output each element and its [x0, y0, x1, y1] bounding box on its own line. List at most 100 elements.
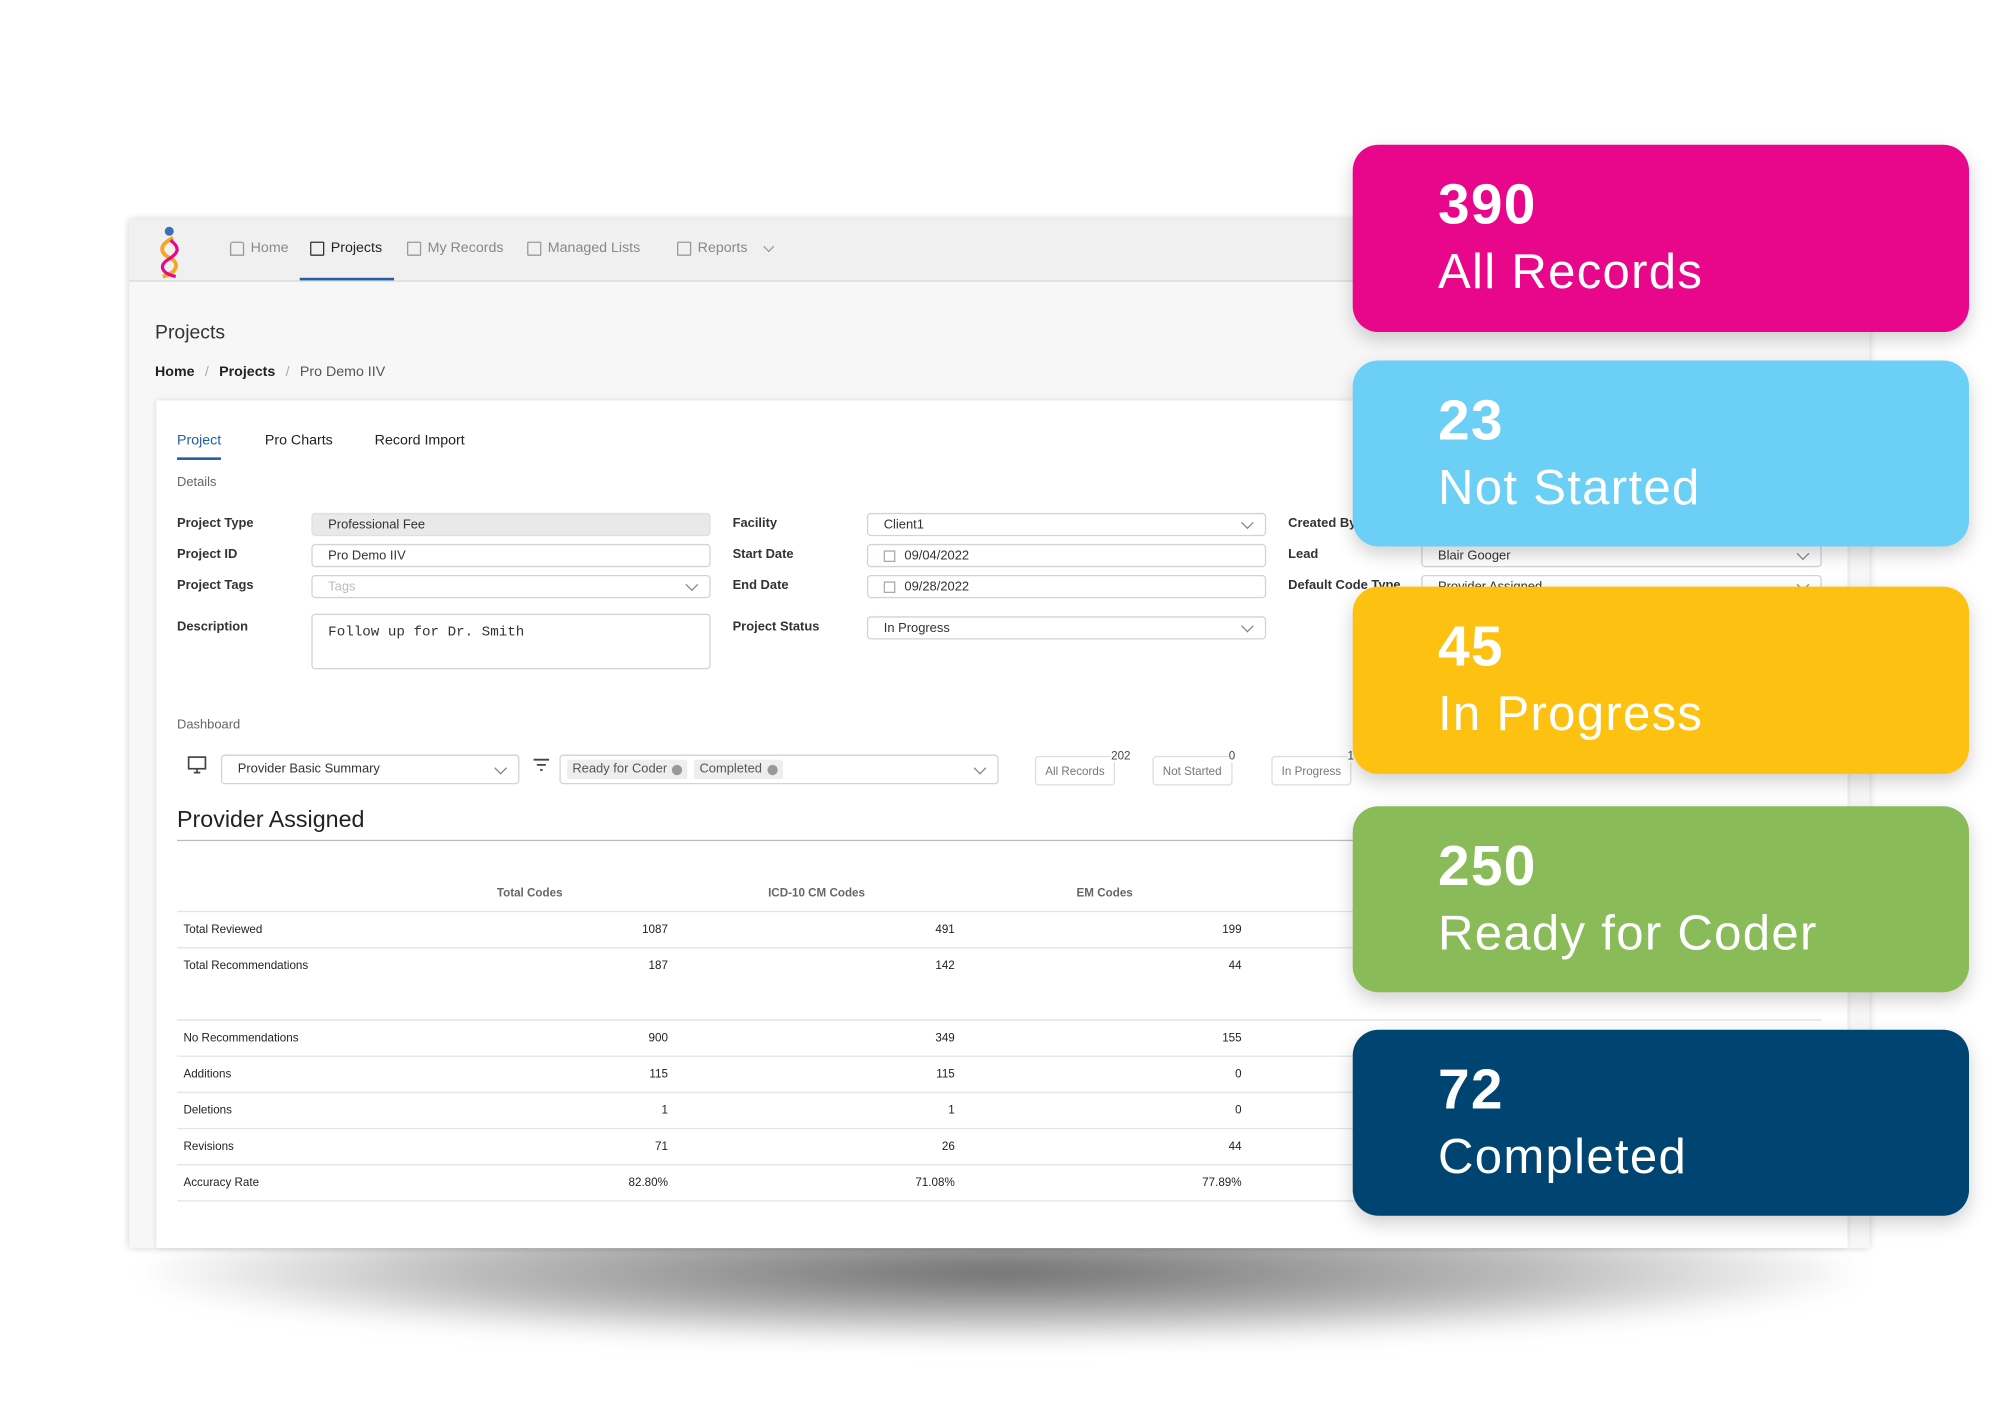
field-label: Project ID	[177, 547, 238, 563]
cell-value: 199	[1222, 922, 1242, 936]
breadcrumb-separator: /	[285, 364, 290, 380]
page-title: Projects	[155, 321, 226, 344]
report-title: Provider Assigned	[177, 806, 365, 833]
row-label: Total Recommendations	[183, 958, 309, 972]
status-filter-select[interactable]: Ready for Coder Completed	[559, 754, 999, 785]
status-button[interactable]: All Records	[1034, 755, 1116, 786]
report-divider	[177, 839, 1822, 842]
cell-value: 44	[1228, 958, 1242, 972]
table-row	[177, 947, 1822, 983]
chip-label: Completed	[699, 762, 762, 777]
status-count: 0	[1228, 749, 1236, 763]
chip-remove[interactable]	[767, 764, 778, 775]
status-label: In Progress	[1281, 764, 1342, 778]
tab[interactable]: Project	[177, 433, 222, 460]
card-count: 72	[1437, 1058, 1504, 1122]
cell-value: 115	[649, 1067, 668, 1081]
nav-item[interactable]: Managed Lists	[527, 240, 640, 256]
row-label: Total Reviewed	[183, 922, 263, 936]
input-select[interactable]: In Progress	[866, 616, 1267, 640]
input-value: Pro Demo IIV	[328, 548, 406, 563]
field-label: Facility	[732, 516, 778, 532]
cell-value: 1	[661, 1103, 668, 1117]
cell-value: 26	[941, 1139, 955, 1153]
table-row	[177, 910, 1822, 947]
input-value: Blair Googer	[1437, 548, 1511, 563]
cell-value: 142	[935, 958, 955, 972]
chip-remove[interactable]	[672, 764, 683, 775]
cell-value: 155	[1222, 1031, 1242, 1044]
card-label: In Progress	[1437, 687, 1704, 742]
input-value: 09/04/2022	[904, 548, 970, 563]
cell-value: 1	[948, 1103, 955, 1117]
status-button[interactable]: Not Started	[1152, 755, 1232, 786]
nav-label: Reports	[697, 240, 748, 256]
nav-item[interactable]: My Records	[406, 240, 503, 256]
status-label: Not Started	[1162, 764, 1222, 778]
nav-label: Managed Lists	[547, 240, 641, 256]
input-select[interactable]: Blair Googer	[1421, 543, 1822, 568]
cell-value: 44	[1228, 1139, 1242, 1153]
card-label: Not Started	[1437, 461, 1701, 516]
select-chevron	[973, 761, 987, 774]
row-label: Revisions	[183, 1139, 234, 1153]
breadcrumb-item: Pro Demo IIV	[299, 364, 386, 380]
column-header: ICD-10 CM Codes	[768, 886, 865, 900]
cell-value: 187	[648, 958, 668, 972]
card-label: Ready for Coder	[1437, 906, 1818, 962]
field-label: Lead	[1288, 547, 1319, 563]
input-date[interactable]: 09/04/2022	[866, 543, 1267, 568]
cell-value: 82.80%	[628, 1175, 668, 1189]
status-count: 1	[1347, 749, 1355, 763]
input-select[interactable]: Client1	[866, 512, 1267, 537]
cell-value: 349	[935, 1031, 955, 1044]
row-label: Deletions	[183, 1103, 232, 1117]
status-label: All Records	[1045, 764, 1105, 778]
table-row	[177, 1127, 1822, 1164]
cell-value: 71	[655, 1139, 668, 1153]
nav-icon	[406, 240, 422, 256]
row-label: Accuracy Rate	[183, 1175, 260, 1189]
cell-value: 1087	[642, 922, 668, 936]
tab[interactable]: Record Import	[374, 432, 465, 449]
input-value: Client1	[883, 517, 924, 532]
cell-value: 115	[936, 1067, 955, 1081]
nav-item[interactable]: Reports	[677, 240, 774, 256]
card-label: All Records	[1437, 245, 1704, 300]
breadcrumb-item[interactable]: Projects	[219, 364, 276, 380]
nav-icon	[229, 240, 245, 256]
input-date[interactable]: 09/28/2022	[866, 574, 1267, 599]
calendar-icon	[883, 549, 896, 562]
column-header: Total Codes	[496, 886, 563, 900]
dashboard-title: Dashboard	[177, 718, 241, 733]
card-label: Completed	[1437, 1130, 1688, 1185]
table-row	[177, 1055, 1822, 1092]
calendar-icon	[883, 580, 896, 593]
table-row	[177, 1019, 1822, 1055]
input-placeholder: Tags	[328, 579, 356, 594]
nav-item[interactable]: Projects	[310, 240, 382, 256]
card-count: 45	[1437, 614, 1504, 679]
nav-label: Projects	[330, 240, 383, 256]
nav-icon	[527, 240, 542, 256]
nav-active-indicator	[299, 277, 395, 281]
view-select[interactable]: Provider Basic Summary	[220, 754, 520, 785]
cell-value: 0	[1235, 1067, 1242, 1081]
input-value: In Progress	[883, 620, 950, 636]
status-button[interactable]: In Progress	[1271, 755, 1352, 786]
breadcrumb: Home / Projects / Pro Demo IIV	[155, 364, 385, 380]
field-label: Project Type	[177, 516, 254, 532]
status-card: 390 All Records	[1352, 144, 1970, 333]
tab[interactable]: Pro Charts	[264, 432, 333, 449]
dropdown-caret	[762, 240, 774, 252]
table-row	[177, 1091, 1822, 1128]
breadcrumb-item[interactable]: Home	[155, 364, 195, 380]
input-text[interactable]: Pro Demo IIV	[311, 543, 711, 568]
input-select[interactable]: Tags	[311, 574, 711, 599]
input-textarea[interactable]: Follow up for Dr. Smith	[311, 613, 711, 670]
input-value: 09/28/2022	[904, 579, 970, 594]
nav-item[interactable]: Home	[229, 240, 289, 256]
card-count: 390	[1437, 173, 1537, 237]
filter-chip: Ready for Coder	[567, 759, 688, 780]
